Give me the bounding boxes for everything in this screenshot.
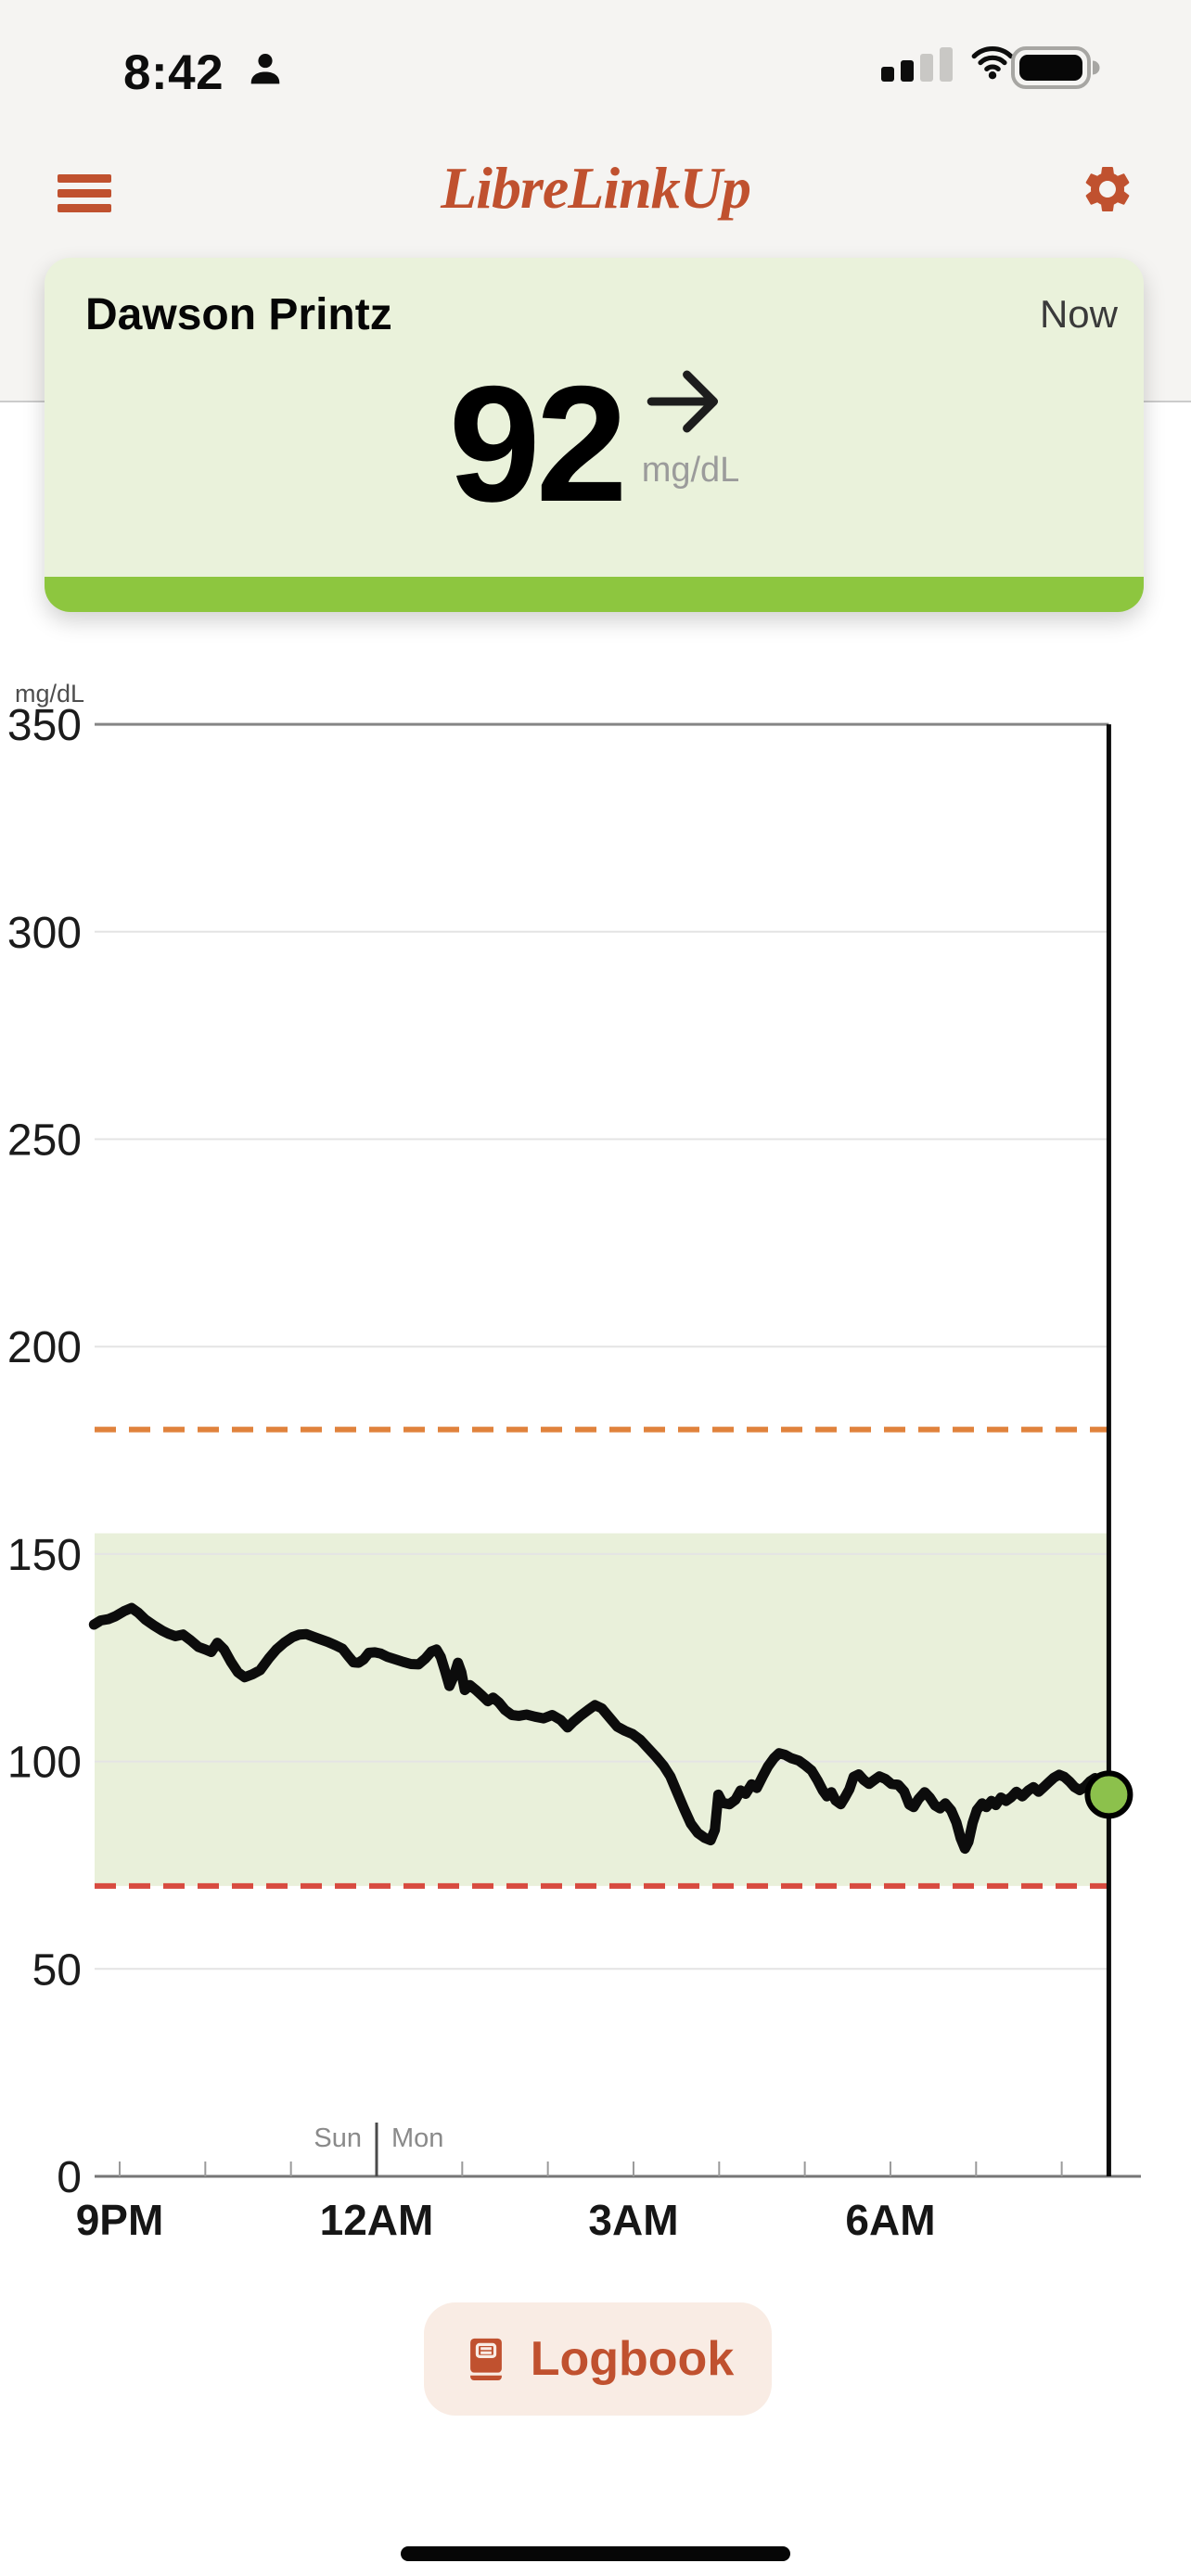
wifi-icon: [971, 45, 1014, 80]
glucose-value: 92: [448, 351, 628, 536]
battery-icon: [1011, 46, 1100, 89]
y-axis-unit-label: mg/dL: [15, 680, 84, 708]
app-title: LibreLinkUp: [441, 155, 751, 221]
logbook-label: Logbook: [530, 2332, 735, 2386]
x-axis-label-9PM: 9PM: [76, 2196, 164, 2244]
status-bar-time: 8:42: [123, 45, 224, 100]
y-axis-label-50: 50: [32, 1945, 82, 1995]
in-range-status-strip: [45, 577, 1144, 612]
y-axis-label-200: 200: [7, 1323, 82, 1372]
settings-gear-icon[interactable]: [1080, 161, 1135, 217]
hamburger-icon: [58, 204, 111, 212]
y-axis-label-300: 300: [7, 909, 82, 958]
menu-button[interactable]: [58, 174, 111, 212]
y-axis-label-350: 350: [7, 701, 82, 750]
cellular-signal-icon: [881, 47, 953, 82]
x-axis-label-6AM: 6AM: [845, 2196, 935, 2244]
card-header-row: Dawson Printz Now: [85, 289, 1118, 340]
book-icon: [469, 2338, 502, 2380]
current-glucose-dot[interactable]: [1084, 1770, 1133, 1819]
x-axis-label-12AM: 12AM: [320, 2196, 434, 2244]
glucose-reading: 92 mg/dL: [45, 362, 1144, 527]
reading-timestamp: Now: [1039, 292, 1118, 336]
y-axis-label-250: 250: [7, 1116, 82, 1166]
y-axis-label-0: 0: [57, 2153, 82, 2202]
x-axis-label-3AM: 3AM: [588, 2196, 678, 2244]
hamburger-icon: [58, 189, 111, 198]
logbook-button[interactable]: Logbook: [424, 2302, 772, 2416]
day-label-sun: Sun: [314, 2123, 362, 2153]
patient-glucose-card[interactable]: Dawson Printz Now 92 mg/dL: [45, 258, 1144, 612]
hamburger-icon: [58, 174, 111, 183]
glucose-trace: [88, 1602, 1114, 1855]
y-axis-label-150: 150: [7, 1531, 82, 1580]
patient-name: Dawson Printz: [85, 290, 392, 339]
person-icon: [250, 54, 280, 84]
home-indicator[interactable]: [401, 2546, 790, 2561]
day-label-mon: Mon: [391, 2123, 443, 2153]
trend-steady-arrow-icon: [647, 370, 718, 433]
glucose-unit: mg/dL: [641, 451, 740, 490]
y-axis-label-100: 100: [7, 1739, 82, 1788]
